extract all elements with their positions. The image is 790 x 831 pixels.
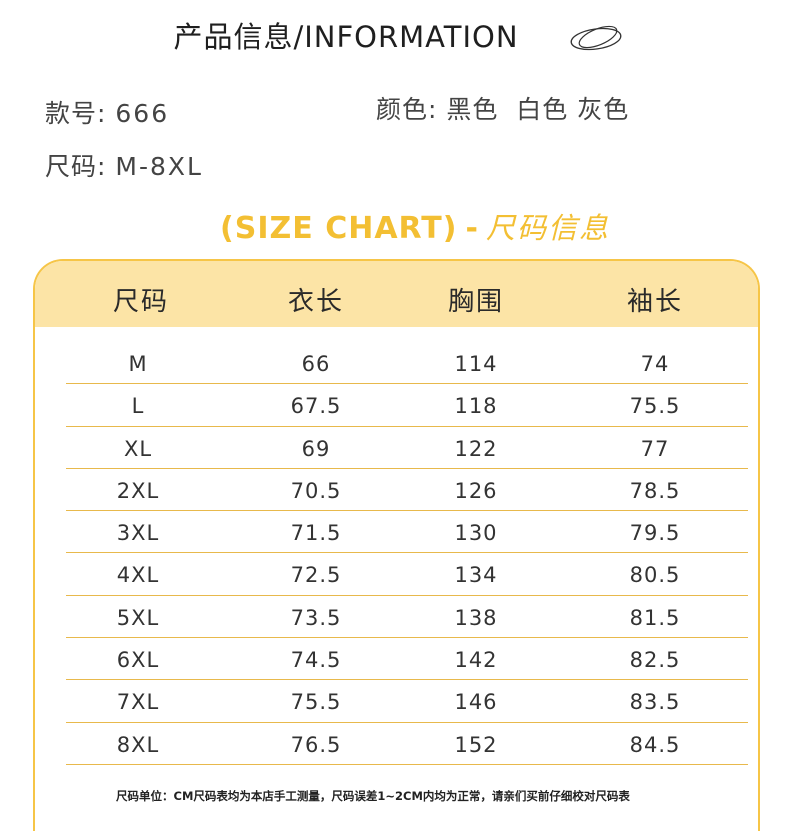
cell-chest: 114: [454, 352, 498, 376]
cell-sleeve: 81.5: [629, 605, 681, 630]
cell-chest: 118: [454, 394, 498, 419]
cell-size: XL: [123, 436, 153, 461]
size-chart-heading-chinese: 尺码信息: [485, 211, 610, 245]
cell-sleeve: 79.5: [629, 521, 681, 546]
cell-size: L: [131, 394, 145, 419]
cell-length: 72.5: [290, 563, 342, 588]
style-number-label: 款号:: [45, 99, 107, 128]
cell-size: 6XL: [116, 648, 160, 673]
table-row: 3XL 71.5 130 79.5: [66, 511, 748, 554]
size-range-label: 尺码:: [45, 152, 107, 181]
cell-sleeve: 80.5: [629, 563, 681, 588]
table-row: XL 69 122 77: [66, 427, 748, 469]
size-range-value: M-8XL: [115, 152, 203, 181]
column-header-size: 尺码: [112, 287, 169, 317]
cell-length: 76.5: [290, 732, 342, 757]
cell-size: 8XL: [116, 732, 160, 757]
cell-sleeve: 83.5: [629, 690, 681, 715]
cell-sleeve: 75.5: [629, 394, 681, 419]
table-row: 4XL 72.5 134 80.5: [66, 553, 748, 596]
cell-length: 69: [301, 436, 331, 461]
column-header-length: 衣长: [287, 287, 344, 317]
color-value: 黑色 白色 灰色: [446, 95, 630, 124]
size-table-body: M 66 114 74 L 67.5 118 75.5 XL 69 122 77 2XL 70.5 126 7…: [35, 342, 758, 765]
size-table: 尺码 衣长 胸围 袖长 M 66 114 74 L 67.5 118 75.5 XL 69 122 7…: [33, 259, 760, 831]
cell-length: 75.5: [290, 690, 342, 715]
style-number-value: 666: [115, 99, 170, 128]
size-chart-heading-dash: -: [465, 211, 478, 246]
cell-length: 66: [301, 352, 331, 376]
cell-length: 73.5: [290, 605, 342, 630]
cell-sleeve: 78.5: [629, 478, 681, 503]
measurement-note: 尺码单位：CM尺码表均为本店手工测量，尺码误差1~2CM内均为正常，请亲们买前仔…: [116, 789, 630, 803]
cell-size: 3XL: [116, 521, 160, 546]
cell-sleeve: 82.5: [629, 648, 681, 673]
cell-chest: 134: [454, 563, 498, 588]
size-chart-heading-english: (SIZE CHART): [220, 211, 458, 246]
cell-sleeve: 77: [640, 436, 670, 461]
table-row: M 66 114 74: [66, 342, 748, 385]
table-row: 7XL 75.5 146 83.5: [66, 680, 748, 723]
cell-length: 71.5: [290, 521, 342, 546]
size-chart-heading: (SIZE CHART) - 尺码信息: [0, 205, 790, 247]
cell-length: 70.5: [290, 478, 342, 503]
cell-chest: 142: [454, 648, 498, 673]
size-range: 尺码: M-8XL: [45, 147, 203, 183]
table-row: L 67.5 118 75.5: [66, 384, 748, 427]
cell-chest: 130: [454, 521, 498, 546]
cell-size: M: [128, 352, 148, 376]
cell-length: 74.5: [290, 648, 342, 673]
color-label: 颜色:: [376, 95, 438, 124]
cell-size: 5XL: [116, 605, 160, 630]
table-row: 5XL 73.5 138 81.5: [66, 596, 748, 639]
table-row: 8XL 76.5 152 84.5: [66, 723, 748, 765]
cell-chest: 146: [454, 690, 498, 715]
size-table-header: 尺码 衣长 胸围 袖长: [35, 261, 758, 327]
cell-size: 7XL: [116, 690, 160, 715]
style-number: 款号: 666: [45, 94, 169, 130]
cell-size: 4XL: [116, 563, 160, 588]
cell-chest: 126: [454, 478, 498, 503]
cell-chest: 152: [454, 732, 498, 757]
cell-chest: 138: [454, 605, 498, 630]
cell-chest: 122: [454, 436, 498, 461]
oval-scribble-icon: [570, 25, 622, 51]
column-header-sleeve: 袖长: [626, 287, 683, 317]
cell-sleeve: 74: [640, 352, 670, 376]
color-info: 颜色: 黑色 白色 灰色: [376, 90, 629, 126]
cell-size: 2XL: [116, 478, 160, 503]
table-row: 6XL 74.5 142 82.5: [66, 638, 748, 681]
column-header-chest: 胸围: [447, 287, 504, 317]
cell-length: 67.5: [290, 394, 342, 419]
table-row: 2XL 70.5 126 78.5: [66, 469, 748, 512]
cell-sleeve: 84.5: [629, 732, 681, 757]
page-title: 产品信息/INFORMATION: [173, 20, 519, 54]
